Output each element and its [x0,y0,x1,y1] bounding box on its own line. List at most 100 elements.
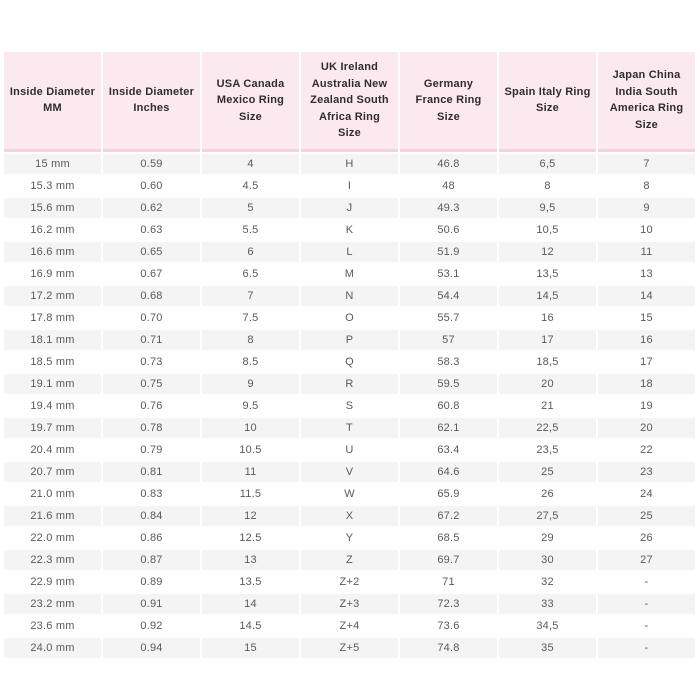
table-cell: 11.5 [202,483,299,504]
table-cell: 6,5 [499,153,596,174]
table-cell: I [301,175,398,196]
table-cell: - [598,593,695,614]
table-cell: 51.9 [400,241,497,262]
table-cell: 13.5 [202,571,299,592]
table-cell: 74.8 [400,637,497,658]
table-cell: U [301,439,398,460]
table-cell: 22.9 mm [4,571,101,592]
table-cell: 68.5 [400,527,497,548]
table-cell: 4.5 [202,175,299,196]
table-row: 18.5 mm 0.73 8.5 Q 58.3 18,5 17 [4,351,695,372]
table-cell: 12.5 [202,527,299,548]
table-cell: 0.67 [103,263,200,284]
table-cell: 17 [598,351,695,372]
table-cell: X [301,505,398,526]
table-cell: 0.63 [103,219,200,240]
table-cell: 0.94 [103,637,200,658]
table-row: 22.9 mm 0.89 13.5 Z+2 71 32- [4,571,695,592]
table-cell: 0.79 [103,439,200,460]
table-cell: 0.75 [103,373,200,394]
table-cell: 16.6 mm [4,241,101,262]
table-row: 19.7 mm 0.78 10 T 62.1 22,5 20 [4,417,695,438]
table-cell: 17.8 mm [4,307,101,328]
table-cell: 15.6 mm [4,197,101,218]
table-cell: 0.91 [103,593,200,614]
table-row: 16.2 mm 0.63 5.5 K 50.6 10,5 10 [4,219,695,240]
ring-size-table: Inside Diameter MM Inside Diameter Inches… [2,50,697,660]
table-cell: 0.71 [103,329,200,350]
table-cell: 19.4 mm [4,395,101,416]
table-cell: 21 [499,395,596,416]
table-cell: 20 [499,373,596,394]
table-cell: H [301,153,398,174]
table-cell: 20.4 mm [4,439,101,460]
table-cell: 23.2 mm [4,593,101,614]
table-body: 15 mm 0.59 4 H 46.8 6,5 7 15.3 mm 0.60 4.5 I 48 8 8 15… [4,153,695,658]
table-cell: 57 [400,329,497,350]
table-cell: 13 [202,549,299,570]
table-cell: 55.7 [400,307,497,328]
table-cell: 0.62 [103,197,200,218]
table-cell: 16 [598,329,695,350]
table-cell: 58.3 [400,351,497,372]
table-cell: 22.3 mm [4,549,101,570]
table-cell: 10 [202,417,299,438]
table-cell: 10.5 [202,439,299,460]
table-cell: 12 [202,505,299,526]
table-cell: 18 [598,373,695,394]
table-cell: 14 [598,285,695,306]
table-row: 23.6 mm 0.92 14.5 Z+4 73.6 34,5- [4,615,695,636]
table-head: Inside Diameter MM Inside Diameter Inches… [4,52,695,152]
table-cell: 11 [202,461,299,482]
table-cell: 15 mm [4,153,101,174]
table-cell: 30 [499,549,596,570]
table-cell: 14,5 [499,285,596,306]
table-cell: 49.3 [400,197,497,218]
table-cell: 15 [202,637,299,658]
table-row: 16.6 mm 0.65 6 L 51.9 12 11 [4,241,695,262]
column-header-spain-italy-ring-size: Spain Italy Ring Size [499,52,596,152]
table-cell: 59.5 [400,373,497,394]
table-cell: 50.6 [400,219,497,240]
table-cell: 19.1 mm [4,373,101,394]
table-cell: 20 [598,417,695,438]
table-cell: T [301,417,398,438]
table-row: 24.0 mm 0.94 15 Z+5 74.8 35- [4,637,695,658]
table-cell: 19 [598,395,695,416]
column-header-uk-ireland-australia-new-zealand-south-africa-ring-size: UK Ireland Australia New Zealand South A… [301,52,398,152]
table-cell: 54.4 [400,285,497,306]
table-cell: 73.6 [400,615,497,636]
table-cell: L [301,241,398,262]
table-cell: 27,5 [499,505,596,526]
table-cell: 21.6 mm [4,505,101,526]
table-cell: 18.5 mm [4,351,101,372]
table-cell: 14.5 [202,615,299,636]
table-row: 16.9 mm 0.67 6.5 M 53.1 13,5 13 [4,263,695,284]
table-cell: 5 [202,197,299,218]
table-cell: 48 [400,175,497,196]
table-row: 17.8 mm 0.70 7.5 O 55.7 16 15 [4,307,695,328]
table-cell: Q [301,351,398,372]
table-cell: 18.1 mm [4,329,101,350]
table-cell: 8.5 [202,351,299,372]
table-cell: V [301,461,398,482]
table-cell: 0.65 [103,241,200,262]
table-cell: 60.8 [400,395,497,416]
table-cell: 19.7 mm [4,417,101,438]
table-cell: Z+3 [301,593,398,614]
table-cell: Z+4 [301,615,398,636]
table-row: 20.4 mm 0.79 10.5 U 63.4 23,5 22 [4,439,695,460]
table-cell: - [598,615,695,636]
table-cell: 26 [499,483,596,504]
table-cell: 25 [499,461,596,482]
table-cell: 14 [202,593,299,614]
table-cell: 23 [598,461,695,482]
table-row: 22.0 mm 0.86 12.5 Y 68.5 29 26 [4,527,695,548]
table-cell: 0.83 [103,483,200,504]
header-row: Inside Diameter MM Inside Diameter Inches… [4,52,695,152]
table-cell: 8 [202,329,299,350]
table-cell: 35 [499,637,596,658]
table-cell: 0.73 [103,351,200,372]
table-cell: 15 [598,307,695,328]
table-cell: 69.7 [400,549,497,570]
